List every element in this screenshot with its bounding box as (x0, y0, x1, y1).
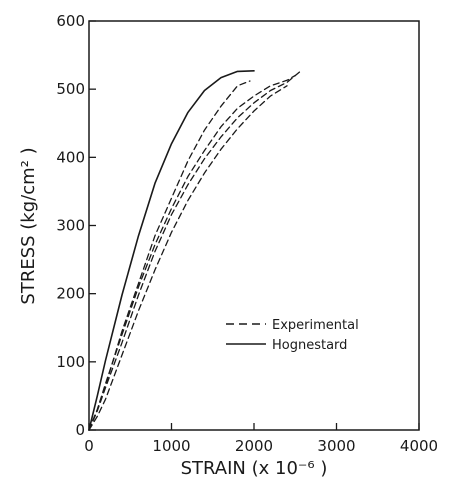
x-axis-title: STRAIN (x 10⁻⁶ ) (181, 458, 328, 479)
legend: Experimental Hognestard (226, 318, 359, 353)
legend-label: Experimental (272, 318, 359, 333)
series-group (88, 70, 301, 431)
y-tick-label: 100 (56, 353, 85, 371)
legend-label: Hognestard (272, 338, 347, 353)
y-tick-label: 400 (56, 148, 85, 166)
y-tick-label: 300 (56, 217, 85, 235)
experimental-curve-2 (88, 74, 296, 431)
experimental-curve-3 (88, 71, 301, 431)
plot-frame (88, 20, 420, 431)
hognestard-curve (88, 70, 255, 431)
y-tick-label: 200 (56, 285, 85, 303)
y-axis-title: STRESS (kg/cm² ) (18, 147, 39, 304)
y-tick-label: 600 (56, 12, 85, 30)
x-tick-label: 4000 (400, 437, 438, 455)
y-tick-label: 0 (75, 421, 85, 439)
axis-ticks: 0 100 200 300 400 500 600 0 1000 2000 3000 4000 (56, 12, 438, 455)
x-tick-label: 0 (84, 437, 94, 455)
experimental-curve-4 (88, 85, 288, 431)
y-tick-label: 500 (56, 80, 85, 98)
x-tick-label: 1000 (152, 437, 190, 455)
experimental-curve-1 (88, 80, 251, 431)
x-tick-label: 3000 (317, 437, 355, 455)
x-tick-label: 2000 (235, 437, 273, 455)
